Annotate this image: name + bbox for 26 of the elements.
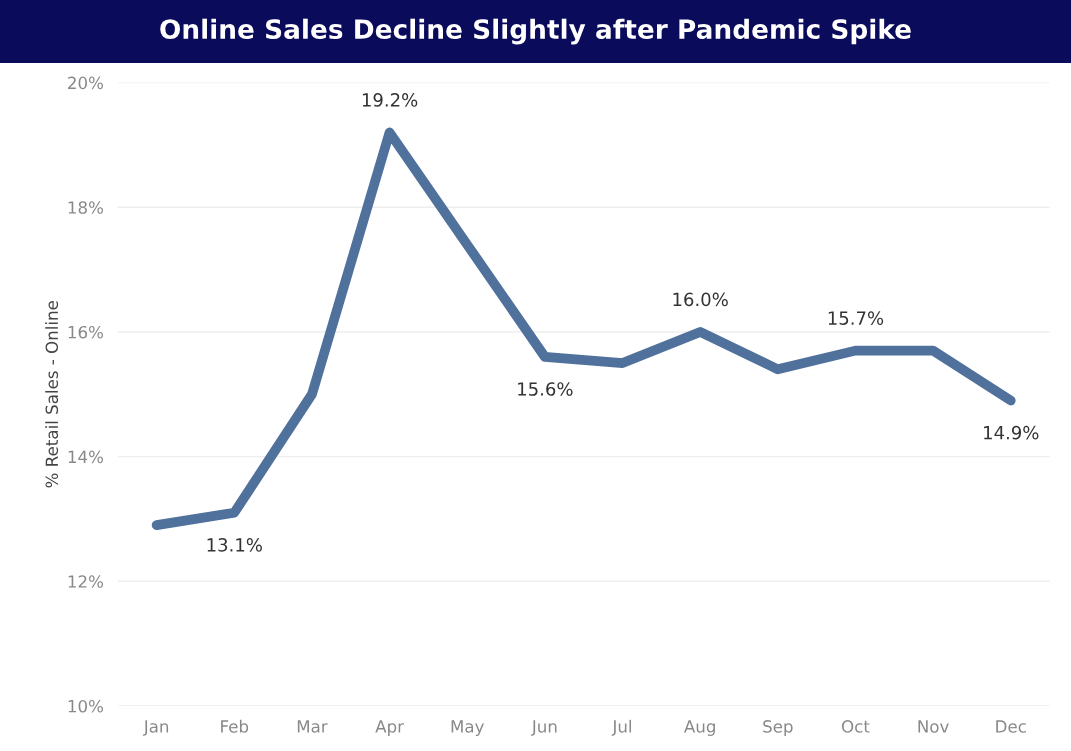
y-tick-label: 16%: [68, 325, 103, 339]
y-axis-title: % Retail Sales - Online: [45, 301, 59, 488]
data-label: 15.7%: [828, 311, 884, 325]
x-tick-label: Aug: [684, 720, 715, 736]
y-tick-label: 20%: [68, 76, 103, 90]
x-tick-label: Dec: [996, 720, 1026, 733]
data-label: 13.1%: [207, 538, 262, 552]
data-label: 14.9%: [984, 425, 1039, 440]
x-tick-label: Sep: [763, 720, 793, 736]
x-tick-label: Feb: [221, 719, 249, 733]
x-tick-label: Apr: [375, 720, 404, 736]
x-tick-label: Nov: [918, 720, 949, 733]
x-tick-label: Jul: [611, 719, 632, 736]
data-label: 15.6%: [518, 382, 573, 396]
data-label: 16.0%: [673, 292, 728, 307]
x-tick-label: Jan: [142, 720, 169, 736]
y-tick-label: 18%: [68, 201, 103, 214]
x-tick-label: Mar: [297, 720, 328, 733]
y-tick-label: 14%: [68, 450, 103, 464]
x-tick-label: May: [451, 720, 484, 736]
data-label: 19.2%: [362, 93, 418, 107]
chart-title: Online Sales Decline Slightly after Pandemic Spike: [160, 18, 911, 45]
x-tick-label: Oct: [841, 720, 870, 733]
y-tick-label: 12%: [68, 575, 103, 588]
y-tick-label: 10%: [68, 699, 103, 713]
x-tick-label: Jun: [530, 720, 557, 736]
